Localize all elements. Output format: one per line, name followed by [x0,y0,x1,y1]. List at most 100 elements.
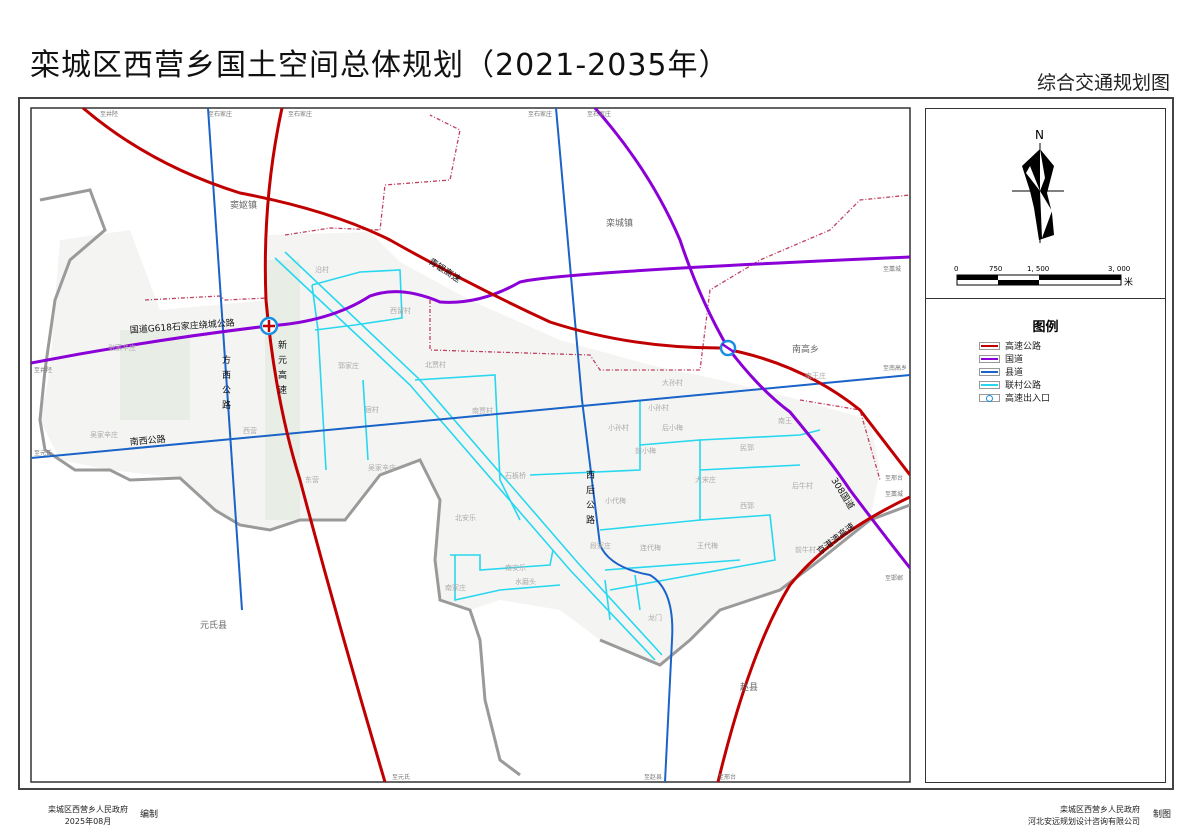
scale-unit: 米 [1124,276,1133,288]
village-road [311,284,327,471]
edge-labels: 至井陉 至石家庄 至石家庄 至石家庄 至石家庄至井陉至元氏至藁城至南高乡至邢台至藁城至邯… [34,110,907,781]
village-road [284,251,663,656]
legend-item-village: 联村公路 [979,378,1050,391]
edge-label-top: 至井陉 [100,110,118,118]
interchange-icon [259,316,279,336]
village-road [599,429,821,571]
green-patches [120,260,300,520]
village-label: 段家庄 [590,541,611,550]
footer-org: 栾城区西营乡人民政府 [1060,805,1140,814]
village-label: 吴家辛庄 [368,463,396,472]
map-frame [18,97,1174,790]
national-roads [31,108,910,569]
compass-icon [1012,143,1064,243]
edge-label-right: 至藁城 [883,265,901,273]
village-label: 后小梅 [662,423,683,432]
edge-label-right: 至藁城 [885,490,903,498]
town-label: 南高乡 [792,343,819,355]
village-label: 郭家庄 [338,361,359,370]
legend: 高速公路 国道 县道 联村公路 高速出入口 [979,339,1050,404]
town-label: 元氏县 [200,620,227,631]
legend-label: 高速出入口 [1005,394,1051,404]
scale-tick: 1, 500 [1027,265,1049,273]
village-road [362,379,369,461]
label-fangxi: 方西公路 [220,354,231,415]
edge-label-bottom: 至元氏 [392,773,410,781]
village-label: 南王庄 [805,371,826,380]
legend-label: 高速公路 [1005,342,1042,352]
village-label: 南贾村 [472,406,493,415]
jinggangao-expressway [716,495,910,782]
village-label: 北安乐 [455,513,476,522]
edge-label-right: 至邢台 [885,474,903,482]
edge-label-bottom: 至邢台 [718,773,736,781]
footer-right: 栾城区西营乡人民政府 河北安远规划设计咨询有限公司 [1028,804,1140,828]
village-road [450,549,561,601]
village-label: 吴家辛庄 [90,430,118,439]
village-label: 前牛村 [795,545,816,554]
village-label: 西郭 [740,501,754,510]
county-road-swatch [979,367,1000,376]
scale-tick: 750 [989,265,1002,273]
village-roads [274,251,821,661]
village-label: 王代梅 [697,541,718,550]
village-label: 小代梅 [605,496,626,505]
footer-right-action: 制图 [1153,810,1172,820]
interchange-icon [719,339,737,357]
village-label: 张家辛庄 [108,343,136,352]
expressways [82,108,910,782]
village-label: 宿村 [365,405,379,414]
legend-label: 国道 [1005,355,1024,365]
village-road-swatch [979,380,1000,389]
village-label: 后牛村 [792,481,813,490]
village-label: 水磨头 [515,577,536,586]
village-road [311,269,403,331]
county-boundary [38,188,910,777]
g308-road [593,108,910,569]
edge-label-right: 至邯郸 [885,574,903,582]
village-label: 沿村 [315,265,329,274]
village-label: 小孙村 [608,423,629,432]
xihou-road [555,108,674,782]
footer-org: 栾城区西营乡人民政府 [48,805,128,814]
edge-label-left: 至元氏 [34,449,52,457]
label-nanxi: 南西公路 [129,433,166,448]
village-label: 小孙村 [648,403,669,412]
fangxi-road [207,108,243,611]
village-road [604,574,641,621]
village-label: 南家庄 [445,583,466,592]
label-xihou: 西后公路 [584,470,595,530]
xinyuan-expressway [263,108,387,782]
town-label: 栾城镇 [606,217,633,229]
edge-label-right: 至南高乡 [883,364,907,372]
interchange-swatch [979,393,1000,402]
village-label: 连代梅 [640,543,661,552]
legend-label: 联村公路 [1005,381,1042,391]
legend-item-county: 县道 [979,365,1050,378]
expressway-swatch [979,341,1000,350]
map-title: 栾城区西营乡国土空间总体规划（2021-2035年） [30,48,730,83]
village-label: 石板桥 [505,471,526,480]
town-label: 赵县 [740,681,758,693]
footer-company: 河北安远规划设计咨询有限公司 [1028,817,1140,826]
edge-label-bottom: 至赵县 [644,773,662,781]
legend-item-expressway: 高速公路 [979,339,1050,352]
village-label: 北贾村 [425,360,446,369]
g618-road [31,255,910,365]
legend-item-interchange: 高速出入口 [979,391,1050,404]
footer-left-action: 编制 [140,810,159,820]
edge-label-top: 至石家庄 [288,110,312,118]
village-road [274,257,656,661]
village-label: 民郭 [740,443,754,452]
village-label: 大孙村 [662,378,683,387]
label-xinyuan: 新元高速 [276,339,287,400]
scale-tick: 3, 000 [1108,265,1130,273]
footer-date: 2025年08月 [64,817,112,826]
village-label: 南安乐 [505,563,526,572]
edge-label-top: 至石家庄 [208,110,232,118]
scale-bar: 0 750 1, 500 3, 000 米 [954,265,1133,288]
village-road [414,374,521,521]
village-label: 西营 [243,426,257,435]
